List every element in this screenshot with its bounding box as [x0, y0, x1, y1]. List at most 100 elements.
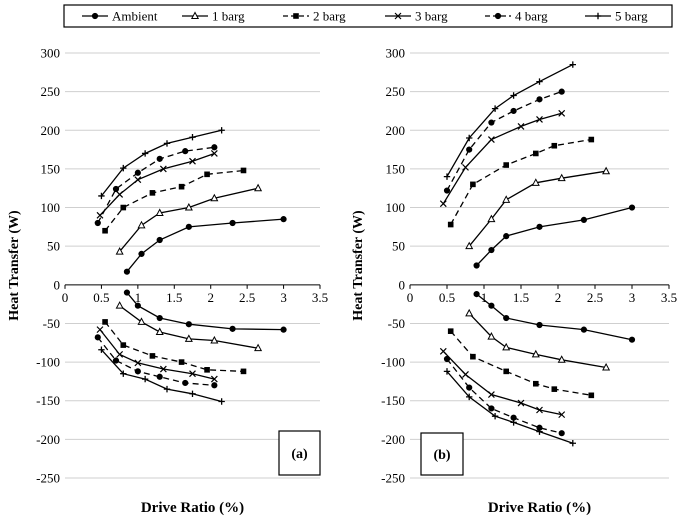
x-tick-label: 1.5 — [513, 290, 529, 305]
data-point — [156, 314, 163, 322]
data-point — [210, 193, 219, 202]
data-point — [240, 368, 247, 375]
x-axis-label: Drive Ratio (%) — [141, 500, 244, 516]
data-point — [510, 419, 517, 426]
data-point — [628, 204, 636, 211]
data-point — [531, 178, 540, 186]
legend-marker — [293, 13, 299, 19]
data-point — [557, 355, 566, 363]
data-point — [470, 181, 476, 188]
data-point — [137, 317, 146, 325]
panel-label-box: (b) — [420, 432, 464, 476]
data-point — [443, 355, 451, 363]
series-line-upper — [119, 187, 259, 253]
y-tick-label: -50 — [43, 316, 60, 331]
data-point — [466, 384, 473, 391]
data-point — [211, 382, 218, 389]
data-point — [536, 428, 543, 435]
data-point — [134, 368, 141, 375]
data-point — [473, 262, 480, 269]
data-point — [163, 385, 171, 393]
data-point — [533, 380, 539, 387]
data-point — [517, 399, 525, 407]
legend-marker — [394, 12, 402, 20]
series-line-lower — [104, 321, 244, 373]
data-point — [488, 405, 495, 412]
y-axis-label: Heat Transfer (W) — [351, 210, 366, 321]
x-tick-label: 0 — [62, 290, 69, 305]
x-tick-labels: 0 0.5 1 1.5 2 2.5 3 3.5 — [62, 284, 328, 305]
series-line-lower — [446, 370, 574, 444]
legend-label: 2 barg — [313, 9, 346, 24]
legend-marker — [494, 12, 502, 20]
data-point — [156, 155, 163, 162]
panel-label-frame — [278, 430, 321, 476]
data-point — [178, 359, 185, 365]
x-tick-label: 2 — [555, 290, 562, 305]
data-point — [204, 171, 210, 178]
x-tick-label: 0 — [407, 290, 414, 305]
series-3-barg — [439, 109, 566, 419]
series-line-lower — [100, 349, 222, 403]
y-tick-label: 0 — [399, 277, 406, 292]
data-point — [439, 200, 447, 208]
data-point — [163, 140, 171, 147]
data-point — [503, 314, 510, 322]
y-tick-label: 150 — [386, 161, 406, 176]
y-tick-label: -100 — [36, 355, 60, 370]
data-point — [462, 371, 469, 378]
x-tick-label: 2.5 — [587, 290, 603, 305]
data-point — [189, 157, 196, 165]
data-point — [210, 150, 218, 157]
data-point — [466, 146, 473, 153]
data-point — [602, 362, 611, 371]
y-tick-label: -250 — [36, 471, 60, 486]
data-point — [210, 335, 219, 344]
x-tick-label: 1 — [135, 290, 142, 305]
data-point — [112, 357, 120, 364]
gridlines — [410, 52, 669, 479]
data-point — [116, 350, 124, 358]
data-point — [510, 92, 517, 99]
x-tick-label: 2.5 — [239, 290, 255, 305]
data-point — [96, 326, 104, 334]
data-point — [447, 221, 454, 228]
panel-label-frame — [420, 432, 464, 476]
legend-entry-5-barg: 5 barg — [585, 9, 648, 24]
y-tick-label: 50 — [47, 239, 60, 254]
x-tick-label: 1 — [481, 290, 488, 305]
data-point — [120, 370, 127, 377]
panel-label-box: (a) — [278, 430, 321, 476]
y-tick-label: 50 — [392, 239, 405, 254]
data-point — [218, 398, 225, 405]
data-point — [502, 195, 511, 203]
series-line-upper — [126, 218, 284, 273]
data-point — [536, 116, 543, 123]
legend-label: 1 barg — [212, 9, 245, 24]
series-line-lower — [442, 350, 562, 416]
y-tick-label: 300 — [386, 46, 406, 61]
x-tick-label: 1.5 — [166, 290, 182, 305]
x-tick-label: 3 — [629, 290, 636, 305]
legend-label: Ambient — [112, 9, 158, 24]
x-tick-label: 3.5 — [312, 290, 328, 305]
y-tick-label: 0 — [54, 277, 61, 292]
data-point — [182, 379, 189, 387]
x-tick-labels: 0 0.5 1 1.5 2 2.5 3 3.5 — [407, 284, 677, 305]
series-line-upper — [446, 64, 574, 177]
data-point — [254, 183, 263, 192]
data-point — [134, 359, 142, 367]
data-point — [115, 301, 124, 309]
y-tick-label: 100 — [41, 200, 61, 215]
data-point — [280, 216, 287, 223]
y-tick-label: -100 — [381, 355, 405, 370]
series-line-upper — [446, 90, 562, 191]
data-point — [558, 411, 566, 419]
data-point — [488, 246, 495, 254]
data-point — [182, 148, 189, 155]
data-point — [185, 321, 192, 328]
data-point — [558, 430, 565, 437]
